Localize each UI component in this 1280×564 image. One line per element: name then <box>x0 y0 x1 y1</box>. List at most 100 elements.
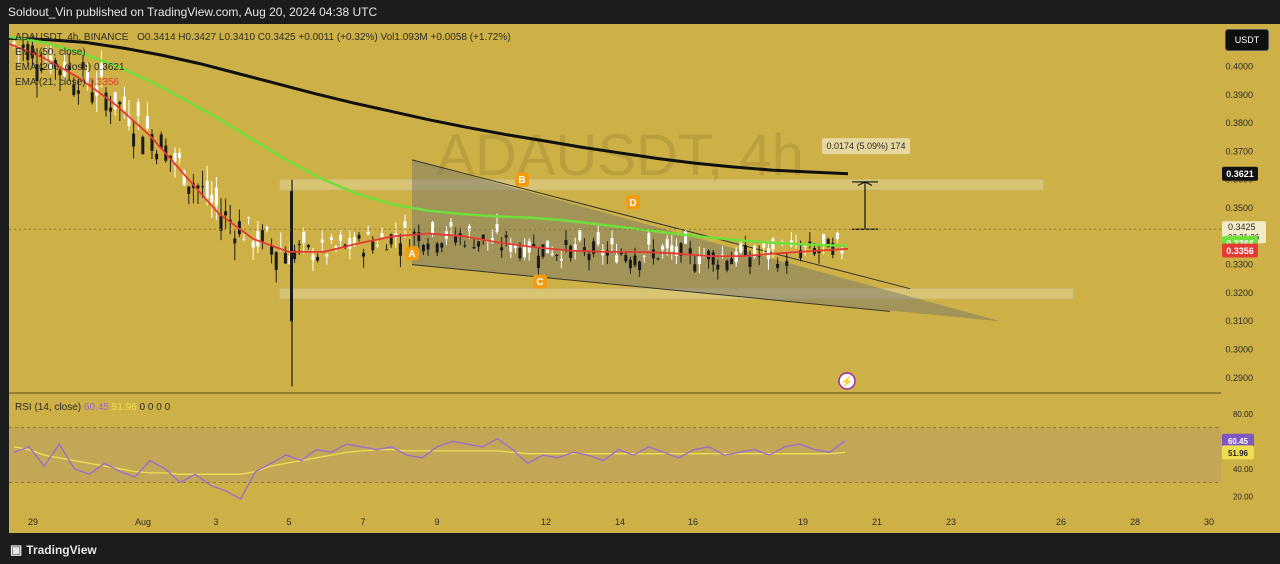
candle-body <box>67 66 71 70</box>
tradingview-brand: ▣ TradingView <box>10 542 97 558</box>
price-tick-label: 0.3700 <box>1225 146 1253 156</box>
candle-body <box>274 252 278 270</box>
price-label-ema21: 0.3356 <box>1226 246 1254 256</box>
candle-body <box>366 231 370 235</box>
candle-body <box>412 231 416 235</box>
legend-ema21-value: 0.3356 <box>88 77 119 88</box>
candle-body <box>463 245 467 247</box>
legend-ohlc: O0.3414 H0.3427 L0.3410 C0.3425 +0.0011 … <box>137 32 511 43</box>
candle-body <box>817 250 821 253</box>
candle-body <box>776 263 780 268</box>
candle-body <box>559 258 563 261</box>
candle-body <box>578 230 582 241</box>
price-label-ema200-box <box>1222 166 1258 181</box>
footer-bar: ▣ TradingView <box>0 533 1280 564</box>
candle-body <box>458 233 462 236</box>
candle-body <box>99 63 103 77</box>
candle-body <box>716 264 720 270</box>
candle-body <box>155 153 159 160</box>
candle-body <box>132 133 136 147</box>
price-tick-label: 0.4000 <box>1225 61 1253 71</box>
time-tick-label: 28 <box>1130 517 1140 527</box>
candle-body <box>569 245 573 259</box>
time-tick-label: 7 <box>360 517 365 527</box>
candle-body <box>656 258 660 260</box>
candle-body <box>90 92 94 103</box>
candle-body <box>302 231 306 244</box>
candle-body <box>385 249 389 251</box>
candle-body <box>251 241 255 248</box>
legend-ema200-value: 0.3621 <box>93 62 125 73</box>
candle-body <box>173 152 177 162</box>
candle-body <box>670 245 674 252</box>
candle-body <box>270 245 274 255</box>
price-tick-label: 0.3100 <box>1225 316 1253 326</box>
price-label-ema21-box <box>1222 243 1258 258</box>
candle-body <box>348 238 352 249</box>
rsi-ma-line <box>13 446 846 475</box>
price-tick-label: 0.3000 <box>1225 345 1253 355</box>
candle-body <box>178 152 182 159</box>
unit-button[interactable]: USDT <box>1225 29 1269 51</box>
candle-body <box>532 244 536 247</box>
candle-body <box>141 136 145 155</box>
candle-body <box>150 134 154 151</box>
candle-body <box>325 254 329 257</box>
candle-body <box>454 236 458 243</box>
rsi-ma-value-label: 51.96 <box>1228 449 1249 458</box>
candle-body <box>219 214 223 231</box>
candle-body <box>518 248 522 259</box>
candle-body <box>500 247 504 251</box>
candle-body <box>122 96 126 111</box>
candle-body <box>587 253 591 261</box>
candle-body <box>826 239 830 248</box>
candle-body <box>674 246 678 257</box>
candle-body <box>86 70 90 84</box>
candle-body <box>76 90 80 94</box>
candle-body <box>661 245 665 250</box>
time-tick-label: 19 <box>798 517 808 527</box>
candle-body <box>12 41 16 45</box>
candle-body <box>53 60 57 67</box>
candle-body <box>803 245 807 247</box>
candle-body <box>81 62 85 69</box>
rsi-ma-value-box <box>1222 445 1254 460</box>
candle-body <box>339 234 343 241</box>
legend-symbol: ADAUSDT, 4h, BINANCE <box>15 32 129 43</box>
candle-body <box>693 264 697 272</box>
candle-body <box>352 236 356 246</box>
candle-body <box>619 252 623 255</box>
lightning-icon <box>838 372 856 390</box>
wedge-lower-line <box>411 264 891 312</box>
candle-body <box>311 254 315 261</box>
legend-ema50: EMA (50, close) <box>15 47 86 58</box>
candle-body <box>260 230 264 243</box>
candle-body <box>265 227 269 230</box>
rsi-band <box>9 427 1221 483</box>
price-tick-label: 0.3900 <box>1225 90 1253 100</box>
time-tick-label: Aug <box>135 517 151 527</box>
candle-body <box>808 241 812 244</box>
pattern-point-marker <box>405 246 419 261</box>
candle-body <box>417 232 421 242</box>
candle-body <box>145 116 149 129</box>
candle-body <box>592 241 596 254</box>
support-resistance-zone <box>279 179 1044 191</box>
legend-ema21-label: EMA (21, close) <box>15 77 86 88</box>
price-tick-label: 0.3500 <box>1225 203 1253 213</box>
time-tick-label: 9 <box>434 517 439 527</box>
candle-body <box>739 243 743 253</box>
rsi-tick-label: 40.00 <box>1233 465 1254 474</box>
candle-body <box>550 253 554 256</box>
price-label-last: 0.3425 <box>1228 222 1256 232</box>
legend-ema200-label: EMA (200, close) <box>15 62 92 73</box>
candle-body <box>688 248 692 254</box>
candle-body <box>30 45 34 59</box>
legend-ema50-label: EMA (50, close) <box>15 47 86 58</box>
candle-body <box>247 217 251 219</box>
ema50-line <box>8 35 849 248</box>
candle-body <box>389 234 393 245</box>
candle-body <box>720 254 724 256</box>
candle-body <box>799 250 803 259</box>
